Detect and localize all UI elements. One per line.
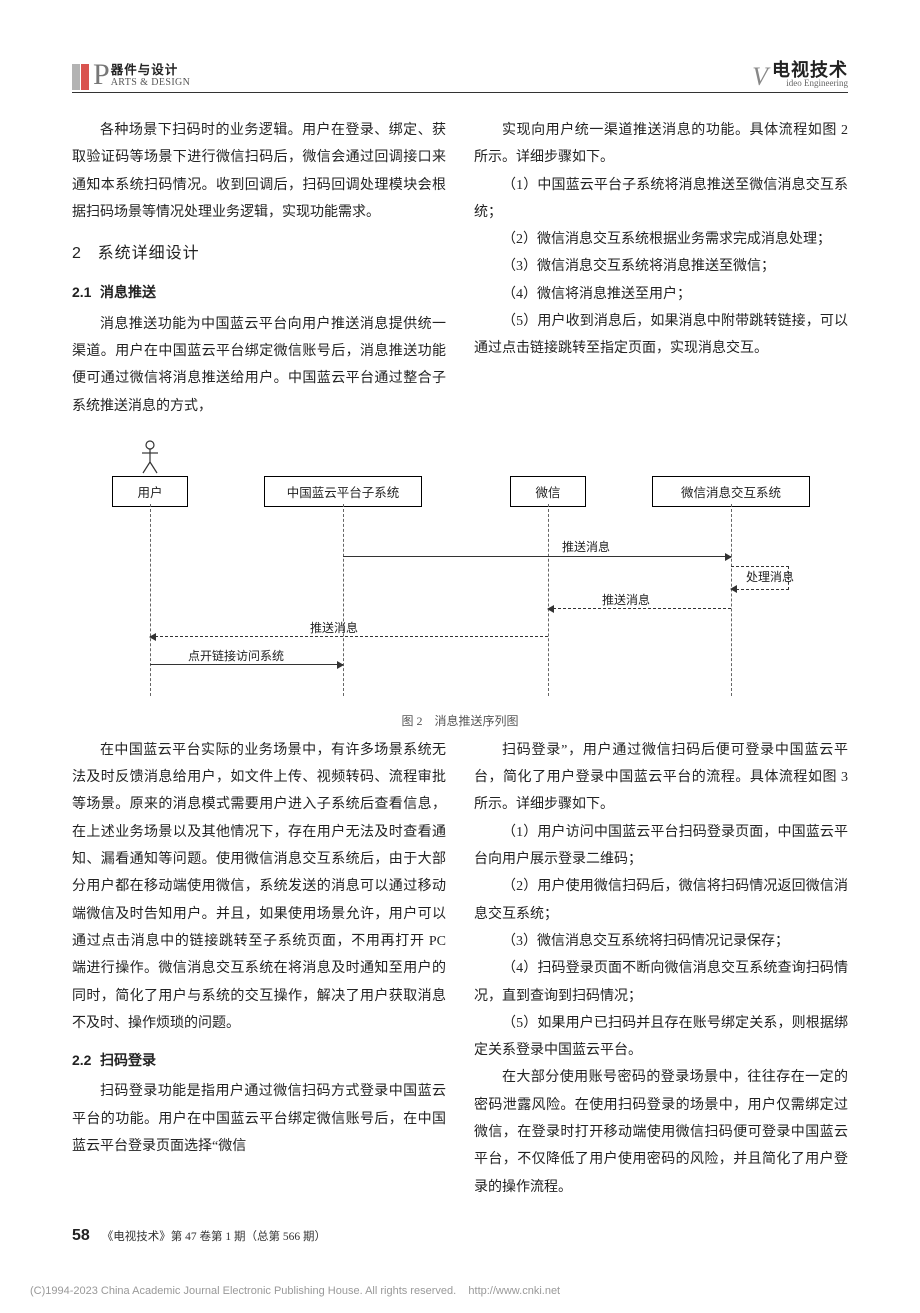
page-header: P 器件与设计 ARTS & DESIGN V 电视技术 ideo Engine… [72, 60, 848, 93]
para: 消息推送功能为中国蓝云平台向用户推送消息提供统一渠道。用户在中国蓝云平台绑定微信… [72, 311, 446, 420]
heading-2: 2系统详细设计 [72, 238, 446, 269]
msg-label: 点开链接访问系统 [188, 647, 284, 664]
brand-v-icon: V [752, 65, 768, 88]
list-item: （5）如果用户已扫码并且存在账号绑定关系，则根据绑定关系登录中国蓝云平台。 [474, 1010, 848, 1065]
para: 扫码登录功能是指用户通过微信扫码方式登录中国蓝云平台的功能。用户在中国蓝云平台绑… [72, 1078, 446, 1160]
top-columns: 各种场景下扫码时的业务逻辑。用户在登录、绑定、获取验证码等场景下进行微信扫码后，… [72, 117, 848, 420]
lifeline-wx: 微信 [510, 476, 586, 507]
page-number: 58 [72, 1227, 90, 1245]
h3-num: 2.2 [72, 1047, 100, 1074]
col-right-2: 扫码登录”，用户通过微信扫码后便可登录中国蓝云平台，简化了用户登录中国蓝云平台的… [474, 737, 848, 1201]
lifeline-user: 用户 [112, 476, 188, 507]
msg-label: 推送消息 [602, 591, 650, 608]
list-item: （3）微信消息交互系统将扫码情况记录保存； [474, 928, 848, 955]
h2-text: 系统详细设计 [98, 245, 200, 262]
list-item: （4）微信将消息推送至用户； [474, 281, 848, 308]
issue-info: 《电视技术》第 47 卷第 1 期（总第 566 期） [102, 1228, 326, 1244]
msg-label: 推送消息 [562, 538, 610, 555]
heading-3: 2.1消息推送 [72, 279, 446, 306]
list-item: （5）用户收到消息后，如果消息中附带跳转链接，可以通过点击链接跳转至指定页面，实… [474, 308, 848, 363]
header-p-icon: P [93, 60, 110, 90]
h3-text: 扫码登录 [100, 1052, 156, 1068]
col-left-1: 各种场景下扫码时的业务逻辑。用户在登录、绑定、获取验证码等场景下进行微信扫码后，… [72, 117, 446, 420]
para: 在大部分使用账号密码的登录场景中，往往存在一定的密码泄露风险。在使用扫码登录的场… [474, 1064, 848, 1200]
list-item: （3）微信消息交互系统将消息推送至微信； [474, 253, 848, 280]
para: 各种场景下扫码时的业务逻辑。用户在登录、绑定、获取验证码等场景下进行微信扫码后，… [72, 117, 446, 226]
list-item: （2）用户使用微信扫码后，微信将扫码情况返回微信消息交互系统； [474, 873, 848, 928]
lifeline-sub: 中国蓝云平台子系统 [264, 476, 422, 507]
lifeline-mis: 微信消息交互系统 [652, 476, 810, 507]
figure-caption: 图 2 消息推送序列图 [72, 712, 848, 729]
section-title-cn: 器件与设计 [111, 64, 191, 77]
brand-cn: 电视技术 [772, 61, 848, 79]
header-bars-icon [72, 64, 89, 90]
header-right: V 电视技术 ideo Engineering [752, 61, 848, 90]
para: 扫码登录”，用户通过微信扫码后便可登录中国蓝云平台，简化了用户登录中国蓝云平台的… [474, 737, 848, 819]
copyright-text: (C)1994-2023 China Academic Journal Elec… [30, 1285, 456, 1297]
copyright-line: (C)1994-2023 China Academic Journal Elec… [0, 1275, 920, 1313]
list-item: （1）用户访问中国蓝云平台扫码登录页面，中国蓝云平台向用户展示登录二维码； [474, 819, 848, 874]
h2-num: 2 [72, 238, 98, 269]
brand-en: ideo Engineering [786, 79, 848, 88]
col-right-1: 实现向用户统一渠道推送消息的功能。具体流程如图 2 所示。详细步骤如下。 （1）… [474, 117, 848, 420]
h3-num: 2.1 [72, 279, 100, 306]
page-footer: 58 《电视技术》第 47 卷第 1 期（总第 566 期） [72, 1227, 848, 1245]
actor-icon [140, 440, 160, 479]
list-item: （1）中国蓝云平台子系统将消息推送至微信消息交互系统； [474, 172, 848, 227]
heading-3: 2.2扫码登录 [72, 1047, 446, 1074]
col-left-2: 在中国蓝云平台实际的业务场景中，有许多场景系统无法及时反馈消息给用户，如文件上传… [72, 737, 446, 1201]
copyright-url: http://www.cnki.net [468, 1285, 560, 1297]
msg-label: 处理消息 [746, 568, 794, 585]
bottom-columns: 在中国蓝云平台实际的业务场景中，有许多场景系统无法及时反馈消息给用户，如文件上传… [72, 737, 848, 1201]
para: 实现向用户统一渠道推送消息的功能。具体流程如图 2 所示。详细步骤如下。 [474, 117, 848, 172]
list-item: （2）微信消息交互系统根据业务需求完成消息处理； [474, 226, 848, 253]
figure-2: 用户 中国蓝云平台子系统 微信 微信消息交互系统 推送消息 处理消息 推送消息 … [72, 438, 848, 729]
list-item: （4）扫码登录页面不断向微信消息交互系统查询扫码情况，直到查询到扫码情况； [474, 955, 848, 1010]
msg-label: 推送消息 [310, 619, 358, 636]
h3-text: 消息推送 [100, 284, 156, 300]
header-left: P 器件与设计 ARTS & DESIGN [72, 60, 190, 90]
section-title-en: ARTS & DESIGN [111, 78, 191, 89]
para: 在中国蓝云平台实际的业务场景中，有许多场景系统无法及时反馈消息给用户，如文件上传… [72, 737, 446, 1037]
